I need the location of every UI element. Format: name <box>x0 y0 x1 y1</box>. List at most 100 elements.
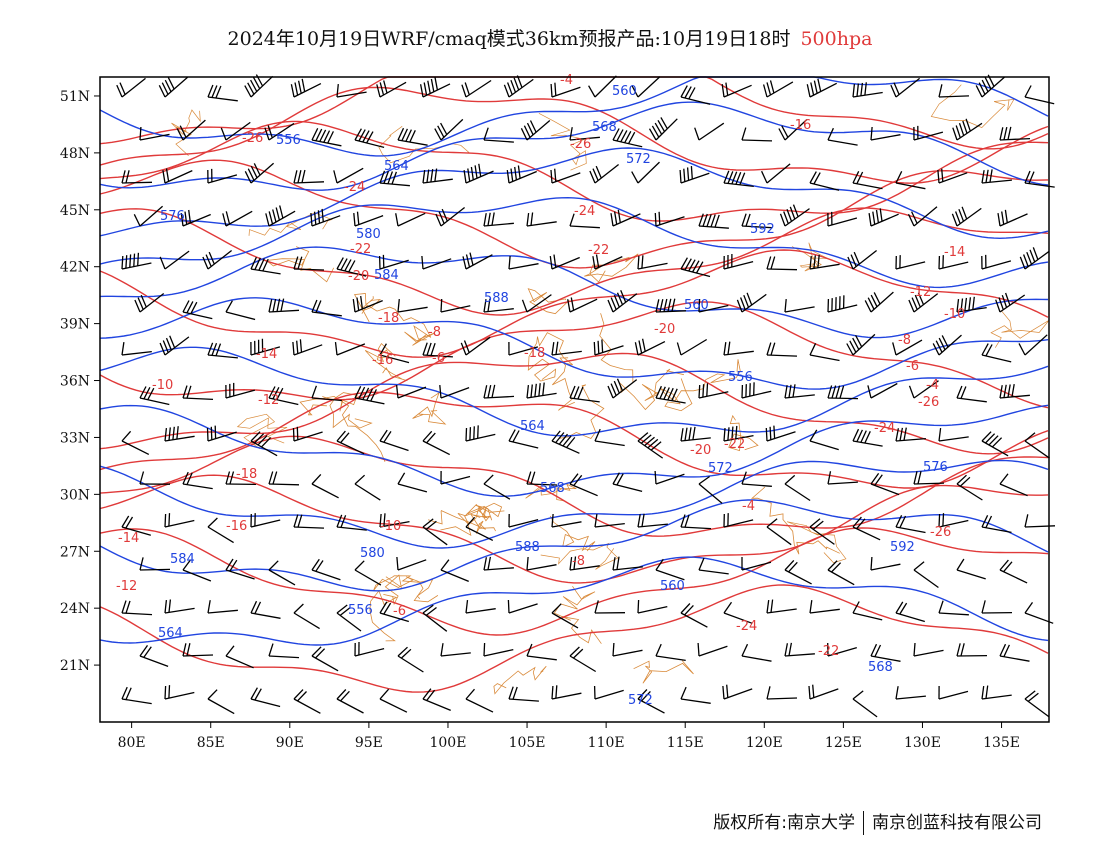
wind-barb <box>956 474 983 501</box>
wind-barb <box>422 168 453 184</box>
wind-barb <box>507 599 538 614</box>
wind-barb <box>225 471 257 486</box>
wind-barb <box>139 126 170 141</box>
temperature-contour-line <box>99 86 1049 184</box>
wind-barb <box>594 514 625 528</box>
wind-barb <box>1024 690 1050 718</box>
contour-label: -10 <box>152 378 173 393</box>
copyright-footer: 版权所有:南京大学 南京创蓝科技有限公司 <box>713 808 1042 835</box>
wind-barb <box>694 122 725 141</box>
wind-barb <box>569 646 597 673</box>
wind-barb <box>551 513 582 528</box>
wind-barb <box>164 513 195 528</box>
x-tick-label: 130E <box>904 735 941 751</box>
wind-barb <box>164 685 195 700</box>
y-tick-label: 39N <box>60 317 90 333</box>
wind-barb <box>808 684 839 700</box>
wind-barb <box>852 516 881 541</box>
contour-label: -20 <box>690 443 711 458</box>
wind-barb <box>938 255 969 270</box>
wind-barb <box>250 600 281 619</box>
wind-barb <box>698 383 729 399</box>
wind-barb <box>526 382 557 399</box>
copyright-text: 版权所有:南京大学 <box>713 813 855 833</box>
wind-barb <box>736 292 767 313</box>
height-contour-line <box>99 499 1049 592</box>
wind-barb <box>723 601 753 624</box>
contour-label: -12 <box>910 285 931 300</box>
wind-barb <box>999 126 1031 141</box>
wind-barb <box>637 432 664 459</box>
wind-barb <box>895 515 926 534</box>
y-tick-label: 45N <box>60 203 90 219</box>
wind-barb <box>852 601 883 621</box>
wind-barb <box>250 687 281 708</box>
wind-barb <box>762 80 794 98</box>
wind-barb <box>588 75 617 98</box>
wind-barb <box>311 128 342 147</box>
wind-barb <box>867 382 898 399</box>
wind-barb <box>569 213 600 229</box>
wind-barb <box>483 642 514 657</box>
wind-barb <box>250 431 278 457</box>
contour-label: -8 <box>572 554 585 569</box>
temperature-contour-line <box>99 301 1049 409</box>
wind-barb <box>981 515 1012 534</box>
wind-barb <box>225 645 254 669</box>
height-contour-line <box>99 297 1049 390</box>
wind-barb <box>182 643 214 657</box>
wind-barbs <box>116 74 1056 718</box>
wind-barb <box>827 560 855 586</box>
temperature-contour-line <box>99 159 1049 269</box>
wind-barb <box>952 118 983 141</box>
wind-barb <box>870 473 900 496</box>
wind-barb <box>895 171 926 190</box>
wind-barb <box>397 472 428 493</box>
wind-barb <box>268 298 300 313</box>
wind-barb <box>207 84 238 102</box>
wind-barb <box>999 643 1030 662</box>
contour-label: 560 <box>612 84 637 99</box>
wind-barb <box>508 429 539 449</box>
map-frame <box>99 76 1050 723</box>
height-contours <box>99 76 1049 646</box>
wind-barb <box>766 518 792 546</box>
boundary-line <box>378 126 470 164</box>
wind-barb <box>293 256 325 271</box>
boundary-line <box>728 414 759 452</box>
wind-barb <box>551 685 582 700</box>
wind-barb <box>784 559 812 585</box>
wind-barb <box>846 333 876 356</box>
wind-barb <box>827 127 858 146</box>
boundary-line <box>369 574 402 642</box>
wind-barb <box>956 643 988 657</box>
contour-label: 568 <box>592 120 617 135</box>
wind-barb <box>981 343 1012 363</box>
wind-barb <box>222 210 253 227</box>
contour-label: -16 <box>372 353 393 368</box>
wind-barb <box>870 556 901 571</box>
boundary-line <box>559 384 605 439</box>
temperature-contour-line <box>99 584 1049 693</box>
y-tick-label: 21N <box>60 658 90 674</box>
wind-barb <box>938 685 969 700</box>
boundary-line <box>525 483 577 502</box>
wind-barb <box>1019 247 1050 270</box>
wind-barb <box>465 516 494 541</box>
wind-barb <box>139 386 170 406</box>
wind-barb <box>483 127 514 143</box>
wind-barb <box>419 77 451 98</box>
contour-label: 572 <box>626 152 651 167</box>
wind-barb <box>567 297 598 313</box>
wind-barb <box>354 474 381 501</box>
x-tick-label: 80E <box>118 735 146 751</box>
x-tick-label: 90E <box>276 735 304 751</box>
wind-barb <box>892 339 923 356</box>
wind-barb <box>550 82 581 98</box>
wind-barb <box>809 600 840 614</box>
wind-barb <box>870 126 901 141</box>
wind-barb <box>396 556 427 571</box>
wind-barb <box>503 75 534 98</box>
wind-barb <box>827 642 857 657</box>
y-axis: 21N 24N 27N 30N 33N 36N 39N 42N 45N 48N 51N <box>60 89 100 674</box>
